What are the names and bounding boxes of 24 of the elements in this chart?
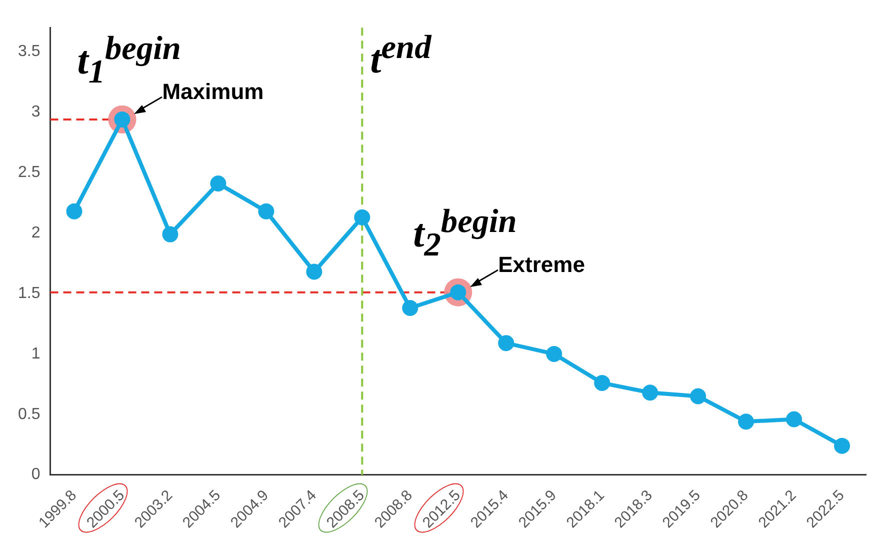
y-tick-label: 3.5 (18, 43, 40, 60)
annotation: t$^{end}$ (370, 28, 432, 81)
point (306, 264, 322, 280)
point (546, 346, 562, 362)
point (66, 203, 82, 220)
point (258, 203, 274, 220)
point (738, 414, 754, 430)
y-tick-label: 2.5 (18, 164, 40, 182)
point (354, 209, 370, 226)
point (498, 335, 514, 352)
y-tick-label: 3 (31, 104, 40, 121)
y-tick-label: 2 (31, 224, 40, 242)
point (594, 374, 610, 391)
point (402, 300, 418, 316)
y-tick-label: 1.5 (18, 284, 40, 302)
y-tick-label: 1 (31, 345, 40, 362)
point (690, 388, 706, 404)
point (786, 411, 802, 428)
point (642, 384, 658, 401)
y-tick-label: 0 (31, 466, 40, 484)
point (210, 176, 226, 192)
y-tick-label: 0.5 (18, 406, 40, 423)
point (162, 226, 178, 242)
point (834, 438, 850, 454)
